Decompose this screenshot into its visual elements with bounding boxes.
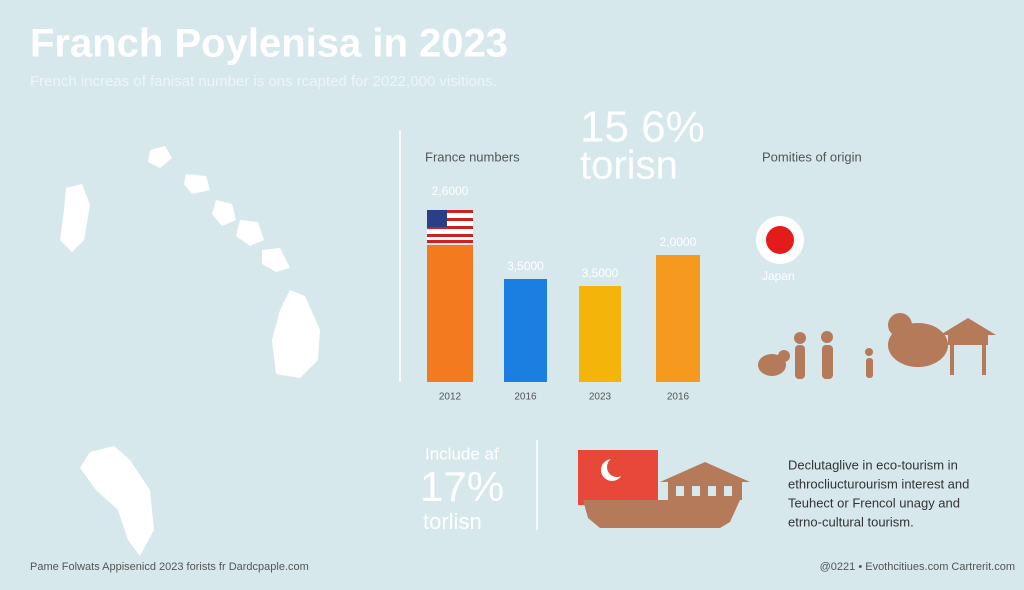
title: Franch Poylenisa in 2023: [30, 22, 508, 66]
description-line: ethrocliucturourism interest and: [788, 476, 969, 491]
flag-japan-sun: [766, 226, 794, 254]
tourist-figures: [758, 313, 996, 379]
stat-value: 15 6%: [580, 103, 705, 152]
description-line: Declutaglive in eco-tourism in: [788, 457, 958, 472]
x-tick-label: 2012: [439, 392, 462, 403]
footer-left: Pame Folwats Appisenicd 2023 forists fr …: [30, 561, 309, 573]
bar-label: 2,6000: [432, 184, 469, 198]
x-tick-label: 2016: [667, 392, 690, 403]
description-line: etrno-cultural tourism.: [788, 514, 914, 529]
origin-country: Japan: [762, 269, 795, 283]
bar-label: 2,0000: [660, 235, 697, 249]
origin-title: Pomities of origin: [762, 149, 862, 164]
chart-title: France numbers: [425, 149, 520, 164]
footer-right: @0221 • Evothcitiues.com Cartrerit.com: [820, 561, 1015, 573]
flag-usa: [427, 210, 473, 243]
bar: [579, 286, 621, 382]
stat2-intro: Include af: [425, 444, 499, 463]
description-line: Teuhect or Frencol unagy and: [788, 495, 960, 510]
stat2-label: torlisn: [423, 509, 482, 534]
bar: [504, 279, 547, 382]
boat-illustration: [578, 450, 750, 528]
bar-label: 3,5000: [582, 266, 619, 280]
bar: [427, 245, 473, 382]
x-tick-label: 2016: [514, 392, 537, 403]
x-tick-label: 2023: [589, 392, 612, 403]
islands: [60, 146, 320, 556]
stat2-value: 17%: [420, 463, 504, 510]
bar: [656, 255, 700, 382]
bar-chart: 2,6000 2012 3,5000 2016 3,5000 2023 2,0000 2016: [427, 184, 700, 403]
subtitle: French increas of fanisat number is ons …: [30, 73, 497, 90]
bar-label: 3,5000: [507, 259, 544, 273]
description: Declutaglive in eco-tourism in ethrocliuc…: [788, 457, 969, 529]
stat-label: torisn: [580, 144, 678, 188]
